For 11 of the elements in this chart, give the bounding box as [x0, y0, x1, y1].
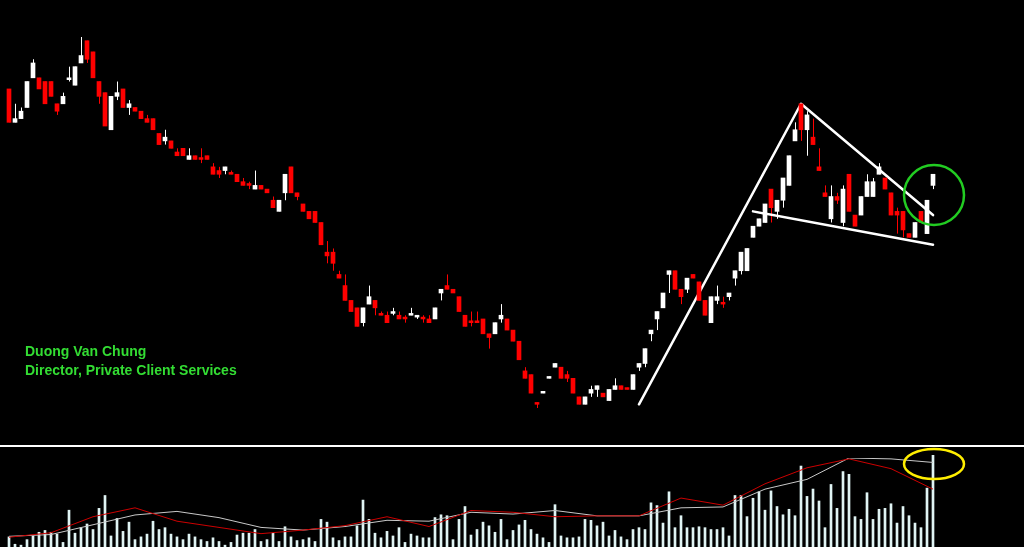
- candlestick: [12, 103, 18, 123]
- candlestick: [672, 270, 678, 290]
- candlestick: [72, 66, 78, 86]
- candlestick: [42, 81, 48, 105]
- annotation: Director, Private Client Services: [25, 362, 237, 378]
- candlestick: [114, 81, 120, 101]
- candlestick: [666, 270, 672, 294]
- candlestick: [516, 340, 522, 361]
- candlestick: [318, 222, 324, 246]
- candlestick: [714, 285, 720, 305]
- annotation: Duong Van Chung: [25, 343, 147, 359]
